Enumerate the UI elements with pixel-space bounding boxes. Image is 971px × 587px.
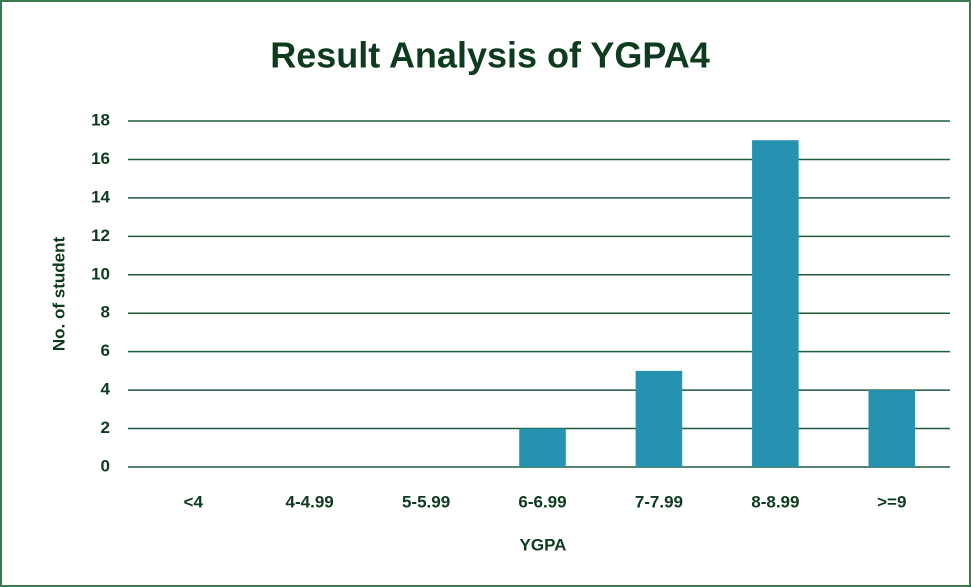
y-tick-label: 12: [91, 226, 110, 245]
y-axis-label: No. of student: [49, 237, 68, 352]
bar: [635, 370, 683, 467]
x-tick-label: <4: [184, 492, 204, 511]
y-tick-label: 14: [91, 187, 110, 206]
y-tick-label: 16: [91, 149, 110, 168]
y-tick-label: 2: [101, 418, 110, 437]
y-tick-label: 18: [91, 110, 110, 129]
y-tick-label: 6: [101, 341, 110, 360]
x-tick-label: >=9: [877, 492, 906, 511]
y-tick-label: 10: [91, 264, 110, 283]
bar: [752, 140, 799, 467]
bar: [868, 390, 916, 467]
y-tick-label: 4: [101, 380, 111, 399]
x-tick-label: 8-8.99: [751, 492, 799, 511]
y-tick-label: 0: [101, 456, 110, 475]
x-tick-label: 6-6.99: [518, 492, 566, 511]
bar: [519, 428, 566, 467]
y-tick-label: 8: [101, 303, 110, 322]
x-tick-label: 4-4.99: [286, 492, 334, 511]
x-axis-label: YGPA: [520, 535, 567, 554]
x-tick-label: 5-5.99: [402, 492, 450, 511]
chart-title: Result Analysis of YGPA4: [270, 35, 709, 76]
x-tick-label: 7-7.99: [635, 492, 683, 511]
